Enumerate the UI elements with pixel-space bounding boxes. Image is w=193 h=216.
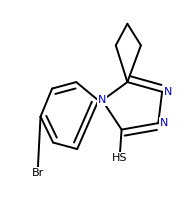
Text: N: N [98,95,107,105]
Text: N: N [164,87,172,97]
Text: Br: Br [31,168,44,178]
Text: N: N [160,118,168,128]
Text: HS: HS [112,153,127,163]
